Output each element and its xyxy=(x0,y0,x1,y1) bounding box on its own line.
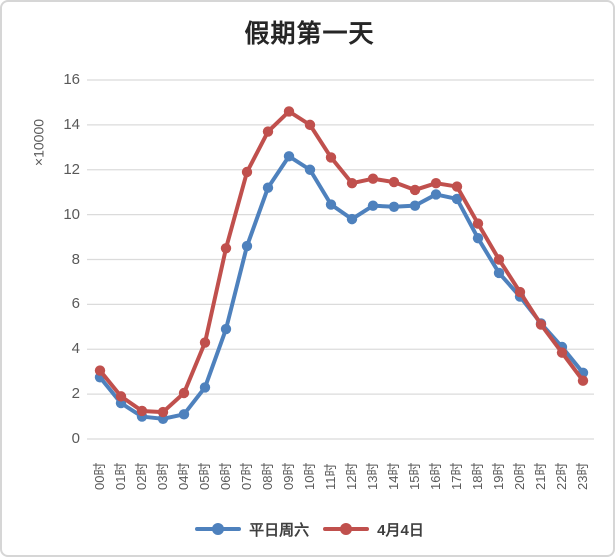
x-axis-tick-label: 08时 xyxy=(260,462,275,490)
data-point-marker xyxy=(388,176,400,188)
data-point-marker xyxy=(493,267,505,279)
x-axis-tick-label: 14时 xyxy=(386,462,401,490)
data-point-marker xyxy=(367,173,379,184)
chart-title: 假期第一天 xyxy=(244,20,375,48)
data-point-marker xyxy=(430,178,442,189)
data-point-marker xyxy=(199,382,211,393)
data-point-marker xyxy=(577,375,589,386)
x-axis-tick-label: 05时 xyxy=(197,462,212,490)
y-axis-tick-label: 2 xyxy=(71,385,80,403)
y-axis-tick-label: 0 xyxy=(71,430,80,447)
legend-marker-red-icon xyxy=(323,523,370,535)
x-axis-tick-label: 09时 xyxy=(281,462,296,490)
data-point-marker xyxy=(556,347,568,358)
y-axis-tick-label: 16 xyxy=(63,71,80,88)
x-axis-tick-label: 16时 xyxy=(428,462,443,490)
data-point-marker xyxy=(283,151,295,162)
y-axis-tick-label: 4 xyxy=(71,340,80,358)
x-axis-tick-label: 22时 xyxy=(554,462,569,490)
data-point-marker xyxy=(304,119,316,131)
data-point-marker xyxy=(262,182,274,193)
x-axis-tick-label: 00时 xyxy=(92,462,107,490)
y-axis-tick-label: 12 xyxy=(63,160,80,178)
data-point-marker xyxy=(220,243,232,254)
data-point-marker xyxy=(430,189,442,200)
x-axis-tick-label: 06时 xyxy=(218,462,233,490)
y-axis-tick-label: 8 xyxy=(71,250,80,268)
data-point-marker xyxy=(409,200,421,211)
x-axis-tick-label: 15时 xyxy=(407,462,422,490)
legend-label: 平日周六 xyxy=(249,521,310,539)
x-axis-tick-label: 21时 xyxy=(533,462,548,490)
data-point-marker xyxy=(514,286,526,298)
data-point-marker xyxy=(325,199,337,210)
x-axis-tick-label: 19时 xyxy=(491,462,506,490)
x-axis-tick-label: 18时 xyxy=(470,462,485,490)
x-axis-tick-label: 13时 xyxy=(365,462,380,490)
data-point-marker xyxy=(178,409,190,420)
data-point-marker xyxy=(451,193,463,205)
data-point-marker xyxy=(493,254,505,265)
x-axis-tick-label: 01时 xyxy=(113,462,128,490)
data-point-marker xyxy=(178,387,190,399)
legend-item-april-4: 4月4日 xyxy=(323,519,424,540)
x-axis-tick-label: 20时 xyxy=(512,462,527,490)
data-point-marker xyxy=(388,201,400,212)
data-point-marker xyxy=(346,178,358,189)
data-point-marker xyxy=(451,181,463,192)
x-axis-tick-label: 07时 xyxy=(239,462,254,490)
legend-marker-blue-icon xyxy=(195,523,242,535)
y-axis-tick-label: 14 xyxy=(63,115,80,133)
data-point-marker xyxy=(472,218,484,229)
data-point-marker xyxy=(157,406,169,418)
data-point-marker xyxy=(472,232,484,244)
x-axis-tick-label: 02时 xyxy=(134,462,149,490)
x-axis-tick-label: 03时 xyxy=(155,462,170,490)
data-point-marker xyxy=(367,200,379,211)
x-axis-tick-label: 12时 xyxy=(344,462,359,490)
data-point-marker xyxy=(262,126,274,137)
y-axis-tick-label: 6 xyxy=(71,295,80,313)
x-axis-tick-label: 10时 xyxy=(302,462,317,490)
x-axis-tick-label: 23时 xyxy=(575,462,590,490)
data-point-marker xyxy=(220,323,232,335)
data-point-marker xyxy=(409,184,421,196)
y-axis-tick-label: 10 xyxy=(63,205,80,223)
x-axis-tick-label: 11时 xyxy=(323,463,338,491)
legend-item-weekday-saturday: 平日周六 xyxy=(195,519,309,540)
data-point-marker xyxy=(115,391,127,402)
data-point-marker xyxy=(346,213,358,225)
legend-label: 4月4日 xyxy=(377,521,424,539)
data-point-marker xyxy=(94,365,106,376)
x-axis-tick-label: 04时 xyxy=(176,462,191,490)
data-point-marker xyxy=(283,106,295,117)
data-point-marker xyxy=(199,337,211,348)
x-axis-tick-label: 17时 xyxy=(449,462,464,490)
data-point-marker xyxy=(535,319,547,330)
data-point-marker xyxy=(325,152,337,163)
series-line-weekday-saturday xyxy=(98,154,585,421)
data-point-marker xyxy=(304,164,316,175)
data-point-marker xyxy=(136,405,148,417)
series-line-april-4 xyxy=(98,109,585,415)
legend: 平日周六 4月4日 xyxy=(2,513,613,545)
data-point-marker xyxy=(241,240,253,252)
data-point-marker xyxy=(241,166,253,178)
